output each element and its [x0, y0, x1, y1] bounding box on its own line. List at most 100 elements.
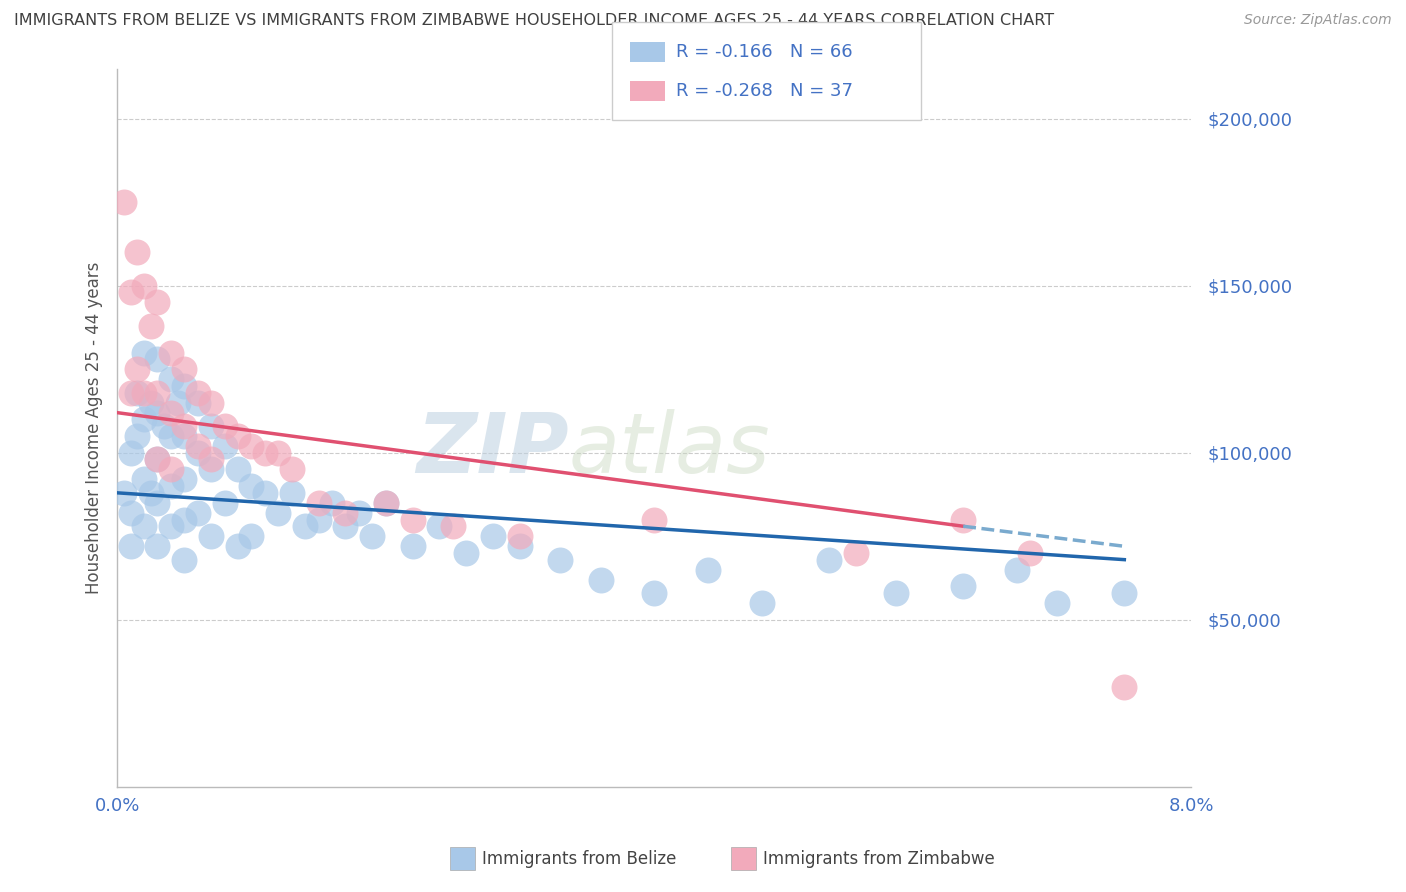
Point [240, 529, 263, 543]
Point [200, 529, 222, 543]
Point [146, 452, 169, 467]
Point [509, 539, 531, 553]
Point [226, 539, 249, 553]
Point [146, 406, 169, 420]
Point [112, 195, 135, 210]
Point [160, 345, 183, 359]
Point [160, 479, 183, 493]
Point [146, 496, 169, 510]
Point [267, 446, 290, 460]
Point [253, 485, 276, 500]
Point [160, 462, 183, 476]
Point [214, 419, 236, 434]
Point [120, 506, 142, 520]
Point [347, 506, 370, 520]
Point [132, 412, 155, 426]
Point [200, 452, 222, 467]
Point [160, 406, 183, 420]
Point [1114, 586, 1136, 600]
Y-axis label: Householder Income Ages 25 - 44 years: Householder Income Ages 25 - 44 years [86, 261, 103, 594]
Point [200, 395, 222, 409]
Text: R = -0.166   N = 66: R = -0.166 N = 66 [676, 43, 853, 61]
Point [139, 485, 162, 500]
Point [374, 496, 396, 510]
Text: Immigrants from Zimbabwe: Immigrants from Zimbabwe [763, 850, 995, 868]
Point [173, 379, 195, 393]
Point [187, 506, 209, 520]
Point [132, 385, 155, 400]
Point [952, 512, 974, 526]
Text: Immigrants from Belize: Immigrants from Belize [482, 850, 676, 868]
Point [187, 439, 209, 453]
Point [1114, 680, 1136, 694]
Point [361, 529, 384, 543]
Point [321, 496, 343, 510]
Point [884, 586, 907, 600]
Point [153, 419, 176, 434]
Point [120, 539, 142, 553]
Point [697, 563, 720, 577]
Point [173, 512, 195, 526]
Point [401, 539, 423, 553]
Point [253, 446, 276, 460]
Point [952, 579, 974, 593]
Point [160, 372, 183, 386]
Point [173, 429, 195, 443]
Text: IMMIGRANTS FROM BELIZE VS IMMIGRANTS FROM ZIMBABWE HOUSEHOLDER INCOME AGES 25 - : IMMIGRANTS FROM BELIZE VS IMMIGRANTS FRO… [14, 13, 1054, 29]
Text: atlas: atlas [568, 409, 770, 490]
Point [132, 278, 155, 293]
Point [441, 519, 464, 533]
Point [187, 446, 209, 460]
Point [589, 573, 612, 587]
Point [120, 446, 142, 460]
Point [187, 395, 209, 409]
Point [1046, 596, 1069, 610]
Point [127, 429, 149, 443]
Text: Source: ZipAtlas.com: Source: ZipAtlas.com [1244, 13, 1392, 28]
Point [818, 552, 841, 566]
Point [240, 479, 263, 493]
Point [509, 529, 531, 543]
Point [214, 496, 236, 510]
Point [643, 512, 665, 526]
Point [127, 385, 149, 400]
Point [173, 362, 195, 376]
Point [226, 429, 249, 443]
Point [1005, 563, 1028, 577]
Point [146, 295, 169, 310]
Point [132, 345, 155, 359]
Point [173, 473, 195, 487]
Point [139, 395, 162, 409]
Point [751, 596, 773, 610]
Point [374, 496, 396, 510]
Point [308, 512, 330, 526]
Point [281, 485, 304, 500]
Point [132, 519, 155, 533]
Point [308, 496, 330, 510]
Point [132, 473, 155, 487]
Point [120, 385, 142, 400]
Point [146, 539, 169, 553]
Point [456, 546, 478, 560]
Point [335, 519, 357, 533]
Point [214, 439, 236, 453]
Point [160, 519, 183, 533]
Point [845, 546, 868, 560]
Point [146, 385, 169, 400]
Point [401, 512, 423, 526]
Point [294, 519, 316, 533]
Point [200, 462, 222, 476]
Point [127, 245, 149, 260]
Point [335, 506, 357, 520]
Point [187, 385, 209, 400]
Point [643, 586, 665, 600]
Point [139, 318, 162, 333]
Point [160, 429, 183, 443]
Text: R = -0.268   N = 37: R = -0.268 N = 37 [676, 82, 853, 100]
Point [120, 285, 142, 300]
Point [112, 485, 135, 500]
Point [240, 439, 263, 453]
Point [267, 506, 290, 520]
Point [173, 552, 195, 566]
Point [166, 395, 188, 409]
